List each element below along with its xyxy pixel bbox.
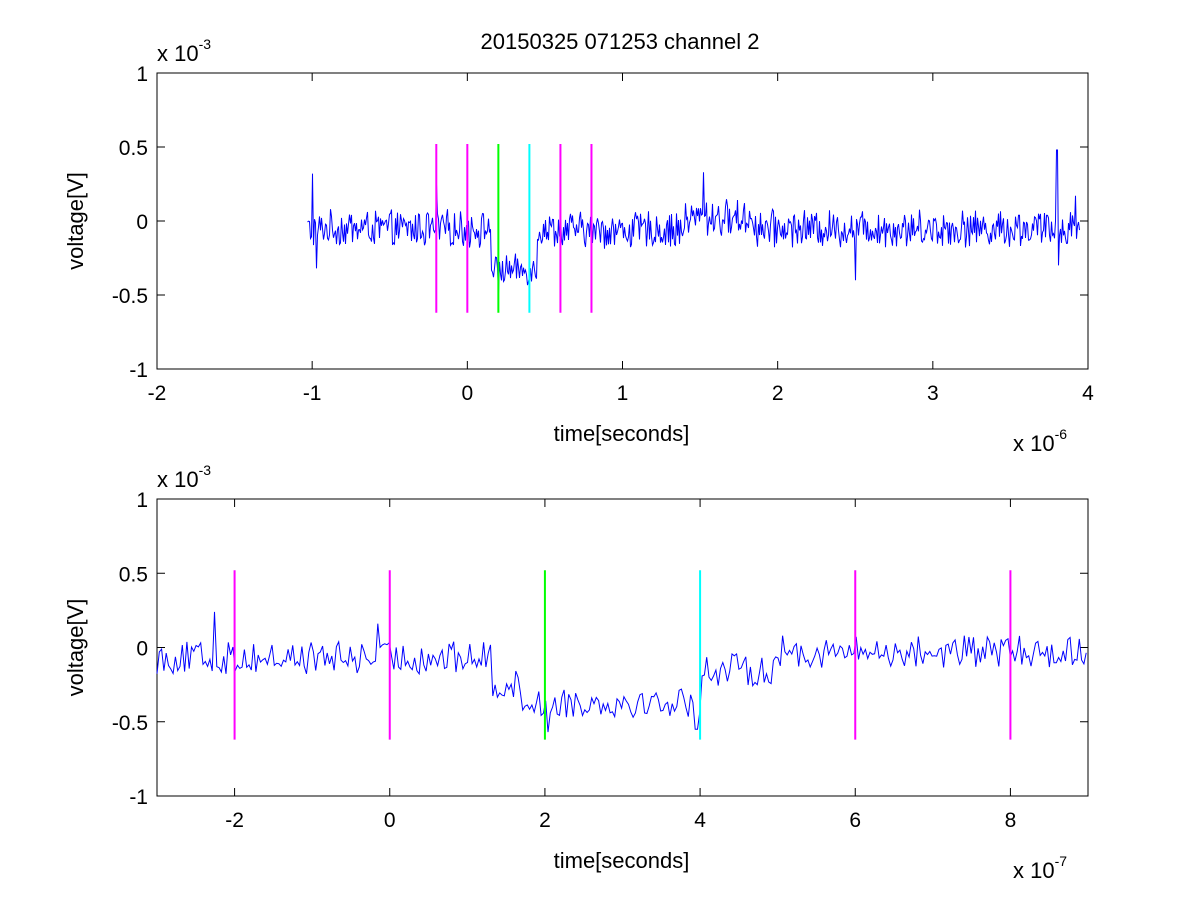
y-axis-multiplier: x 10-3 <box>157 462 211 492</box>
x-tick-label: 3 <box>927 382 939 405</box>
y-tick-label: -0.5 <box>112 285 148 308</box>
x-multiplier-base: x 10 <box>1013 431 1055 456</box>
y-multiplier-exponent: -3 <box>199 462 212 478</box>
x-tick-label: 6 <box>849 809 861 832</box>
y-multiplier-base: x 10 <box>157 467 199 492</box>
y-multiplier-exponent: -3 <box>199 36 212 52</box>
signal-trace <box>156 611 1087 733</box>
x-axis-label: time[seconds] <box>554 421 690 446</box>
top-plot: -2 -1 0 1 2 3 4-1-0.500.51time[seconds]voltage… <box>63 36 1094 456</box>
y-axis-label: voltage[V] <box>63 172 88 270</box>
x-multiplier-base: x 10 <box>1013 858 1055 883</box>
x-multiplier-exponent: -7 <box>1055 853 1068 869</box>
y-tick-label: 1 <box>136 63 148 86</box>
y-axis-multiplier: x 10-3 <box>157 36 211 66</box>
y-tick-label: 0.5 <box>119 563 148 586</box>
x-tick-label: 0 <box>384 809 396 832</box>
x-tick-label: 8 <box>1005 809 1017 832</box>
y-tick-label: 1 <box>136 489 148 512</box>
x-tick-label: 4 <box>694 809 706 832</box>
x-multiplier-exponent: -6 <box>1055 426 1068 442</box>
axes-box <box>156 72 1089 370</box>
y-tick-label: -1 <box>129 359 148 382</box>
y-tick-label: -0.5 <box>112 712 148 735</box>
x-tick-label: -2 <box>148 382 167 405</box>
x-tick-label: 2 <box>539 809 551 832</box>
y-tick-label: -1 <box>129 786 148 809</box>
x-tick-label: 0 <box>461 382 473 405</box>
y-tick-label: 0 <box>136 211 148 234</box>
y-tick-label: 0.5 <box>119 137 148 160</box>
x-tick-label: 4 <box>1082 382 1094 405</box>
figure-title: 20150325 071253 channel 2 <box>481 29 760 54</box>
x-axis-multiplier: x 10-7 <box>1013 853 1067 883</box>
axes-box <box>156 498 1089 797</box>
y-axis-label: voltage[V] <box>63 599 88 697</box>
y-multiplier-base: x 10 <box>157 41 199 66</box>
x-tick-label: 1 <box>617 382 629 405</box>
x-tick-label: 2 <box>772 382 784 405</box>
x-axis-label: time[seconds] <box>554 848 690 873</box>
bottom-plot: -2 0 2 4 6 8 -1 -0.5 0 0.5 1 time[seconds] voltage[V… <box>63 462 1089 883</box>
y-tick-label: 0 <box>136 638 148 661</box>
x-tick-label: -2 <box>225 809 244 832</box>
x-axis-multiplier: x 10-6 <box>1013 426 1067 456</box>
x-tick-label: -1 <box>303 382 322 405</box>
